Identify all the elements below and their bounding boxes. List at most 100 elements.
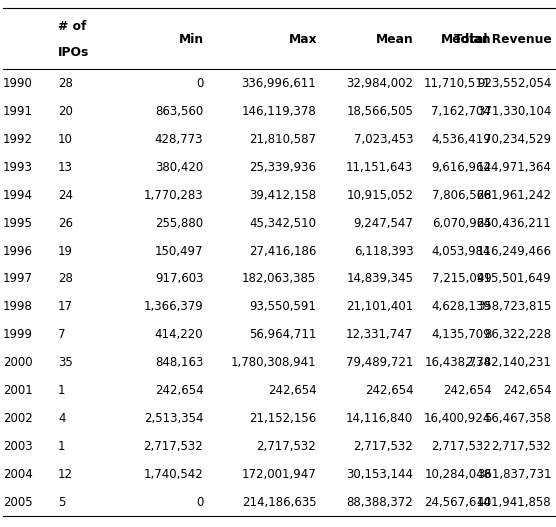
Text: 21,101,401: 21,101,401 xyxy=(346,300,413,314)
Text: 16,400,924: 16,400,924 xyxy=(424,412,492,425)
Text: 1999: 1999 xyxy=(3,328,33,341)
Text: 18,566,505: 18,566,505 xyxy=(346,105,413,118)
Text: 848,163: 848,163 xyxy=(155,356,203,369)
Text: 1,780,308,941: 1,780,308,941 xyxy=(231,356,316,369)
Text: 70,234,529: 70,234,529 xyxy=(484,133,552,146)
Text: 414,220: 414,220 xyxy=(155,328,203,341)
Text: 1991: 1991 xyxy=(3,105,33,118)
Text: 1995: 1995 xyxy=(3,217,33,230)
Text: 2,782,140,231: 2,782,140,231 xyxy=(465,356,552,369)
Text: 7,806,568: 7,806,568 xyxy=(432,189,492,202)
Text: 361,837,731: 361,837,731 xyxy=(477,468,552,481)
Text: 25,339,936: 25,339,936 xyxy=(249,161,316,174)
Text: 242,654: 242,654 xyxy=(155,384,203,397)
Text: 2,717,532: 2,717,532 xyxy=(354,440,413,453)
Text: 28: 28 xyxy=(58,272,73,286)
Text: 2,717,532: 2,717,532 xyxy=(256,440,316,453)
Text: 56,467,358: 56,467,358 xyxy=(484,412,552,425)
Text: 144,971,364: 144,971,364 xyxy=(476,161,552,174)
Text: 255,880: 255,880 xyxy=(155,217,203,230)
Text: Max: Max xyxy=(289,33,317,46)
Text: 14,116,840: 14,116,840 xyxy=(346,412,413,425)
Text: 7,215,099: 7,215,099 xyxy=(431,272,492,286)
Text: 12: 12 xyxy=(58,468,73,481)
Text: 14,839,345: 14,839,345 xyxy=(346,272,413,286)
Text: 0: 0 xyxy=(196,77,203,90)
Text: 441,941,858: 441,941,858 xyxy=(476,496,552,509)
Text: 1997: 1997 xyxy=(3,272,33,286)
Text: 7,023,453: 7,023,453 xyxy=(354,133,413,146)
Text: 24,567,610: 24,567,610 xyxy=(424,496,492,509)
Text: 4,135,709: 4,135,709 xyxy=(431,328,492,341)
Text: 13: 13 xyxy=(58,161,73,174)
Text: 336,996,611: 336,996,611 xyxy=(241,77,316,90)
Text: 172,001,947: 172,001,947 xyxy=(241,468,316,481)
Text: 93,550,591: 93,550,591 xyxy=(250,300,316,314)
Text: 358,723,815: 358,723,815 xyxy=(477,300,552,314)
Text: 10,284,048: 10,284,048 xyxy=(424,468,492,481)
Text: 150,497: 150,497 xyxy=(155,245,203,258)
Text: 0: 0 xyxy=(196,496,203,509)
Text: 88,388,372: 88,388,372 xyxy=(346,496,413,509)
Text: # of: # of xyxy=(58,20,86,33)
Text: 242,654: 242,654 xyxy=(365,384,413,397)
Text: 242,654: 242,654 xyxy=(503,384,552,397)
Text: 2003: 2003 xyxy=(3,440,33,453)
Text: 1,740,542: 1,740,542 xyxy=(143,468,203,481)
Text: 10: 10 xyxy=(58,133,73,146)
Text: 917,603: 917,603 xyxy=(155,272,203,286)
Text: 12,331,747: 12,331,747 xyxy=(346,328,413,341)
Text: 56,964,711: 56,964,711 xyxy=(249,328,316,341)
Text: 1998: 1998 xyxy=(3,300,33,314)
Text: 9,616,962: 9,616,962 xyxy=(431,161,492,174)
Text: 261,961,242: 261,961,242 xyxy=(476,189,552,202)
Text: 1,366,379: 1,366,379 xyxy=(143,300,203,314)
Text: 5: 5 xyxy=(58,496,66,509)
Text: 86,322,228: 86,322,228 xyxy=(484,328,552,341)
Text: 1: 1 xyxy=(58,440,66,453)
Text: 2,513,354: 2,513,354 xyxy=(144,412,203,425)
Text: 2001: 2001 xyxy=(3,384,33,397)
Text: 1990: 1990 xyxy=(3,77,33,90)
Text: Total Revenue: Total Revenue xyxy=(454,33,552,46)
Text: 4,628,139: 4,628,139 xyxy=(431,300,492,314)
Text: 19: 19 xyxy=(58,245,73,258)
Text: 9,247,547: 9,247,547 xyxy=(354,217,413,230)
Text: Mean: Mean xyxy=(376,33,414,46)
Text: 26: 26 xyxy=(58,217,73,230)
Text: 2,717,532: 2,717,532 xyxy=(492,440,552,453)
Text: 21,810,587: 21,810,587 xyxy=(249,133,316,146)
Text: 116,249,466: 116,249,466 xyxy=(476,245,552,258)
Text: 371,330,104: 371,330,104 xyxy=(477,105,552,118)
Text: 79,489,721: 79,489,721 xyxy=(346,356,413,369)
Text: 380,420: 380,420 xyxy=(155,161,203,174)
Text: 923,552,054: 923,552,054 xyxy=(477,77,552,90)
Text: 863,560: 863,560 xyxy=(155,105,203,118)
Text: 415,501,649: 415,501,649 xyxy=(476,272,552,286)
Text: 6,070,965: 6,070,965 xyxy=(431,217,492,230)
Text: 27,416,186: 27,416,186 xyxy=(249,245,316,258)
Text: 16,438,734: 16,438,734 xyxy=(424,356,492,369)
Text: 7,162,704: 7,162,704 xyxy=(431,105,492,118)
Text: 4,536,419: 4,536,419 xyxy=(431,133,492,146)
Text: IPOs: IPOs xyxy=(58,46,90,58)
Text: 24: 24 xyxy=(58,189,73,202)
Text: 1993: 1993 xyxy=(3,161,33,174)
Text: 11,151,643: 11,151,643 xyxy=(346,161,413,174)
Text: 6,118,393: 6,118,393 xyxy=(354,245,413,258)
Text: 21,152,156: 21,152,156 xyxy=(249,412,316,425)
Text: 146,119,378: 146,119,378 xyxy=(241,105,316,118)
Text: 240,436,211: 240,436,211 xyxy=(476,217,552,230)
Text: 39,412,158: 39,412,158 xyxy=(249,189,316,202)
Text: 30,153,144: 30,153,144 xyxy=(346,468,413,481)
Text: 1992: 1992 xyxy=(3,133,33,146)
Text: 1996: 1996 xyxy=(3,245,33,258)
Text: 20: 20 xyxy=(58,105,73,118)
Text: 2002: 2002 xyxy=(3,412,33,425)
Text: 2,717,532: 2,717,532 xyxy=(143,440,203,453)
Text: Median: Median xyxy=(441,33,492,46)
Text: 10,915,052: 10,915,052 xyxy=(346,189,413,202)
Text: 4: 4 xyxy=(58,412,66,425)
Text: 17: 17 xyxy=(58,300,73,314)
Text: 214,186,635: 214,186,635 xyxy=(242,496,316,509)
